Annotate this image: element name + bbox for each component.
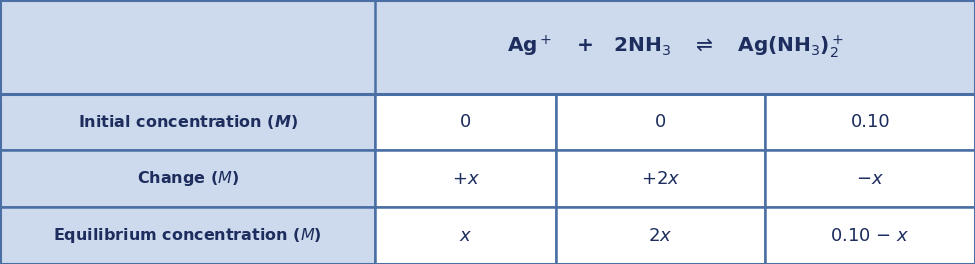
Bar	[0, 150, 375, 207]
Text: $-x$: $-x$	[856, 170, 884, 188]
Bar	[0, 94, 375, 150]
Text: 0: 0	[460, 113, 471, 131]
Bar	[375, 94, 556, 150]
Bar	[0, 207, 375, 264]
Bar	[765, 207, 975, 264]
Text: 0.10: 0.10	[850, 113, 890, 131]
Text: $x$: $x$	[459, 227, 472, 245]
Bar	[765, 150, 975, 207]
Text: +$x$: +$x$	[451, 170, 480, 188]
Bar	[375, 207, 556, 264]
Text: +2$x$: +2$x$	[641, 170, 681, 188]
Text: 2$x$: 2$x$	[648, 227, 673, 245]
Bar	[765, 94, 975, 150]
Text: Change ($M$): Change ($M$)	[136, 169, 239, 188]
Bar	[375, 0, 975, 94]
Bar	[556, 94, 765, 150]
Bar	[0, 0, 375, 94]
Text: 0: 0	[655, 113, 666, 131]
Bar	[556, 150, 765, 207]
Text: Initial concentration ($\bfit{M}$): Initial concentration ($\bfit{M}$)	[78, 113, 297, 131]
Text: Equilibrium concentration ($M$): Equilibrium concentration ($M$)	[54, 226, 322, 245]
Bar	[556, 207, 765, 264]
Text: 0.10 $-$ $x$: 0.10 $-$ $x$	[831, 227, 910, 245]
Bar	[375, 150, 556, 207]
Text: Ag$^+$   +   2NH$_3$   $\rightleftharpoons$   Ag(NH$_3$)$_2^+$: Ag$^+$ + 2NH$_3$ $\rightleftharpoons$ Ag…	[507, 34, 843, 60]
